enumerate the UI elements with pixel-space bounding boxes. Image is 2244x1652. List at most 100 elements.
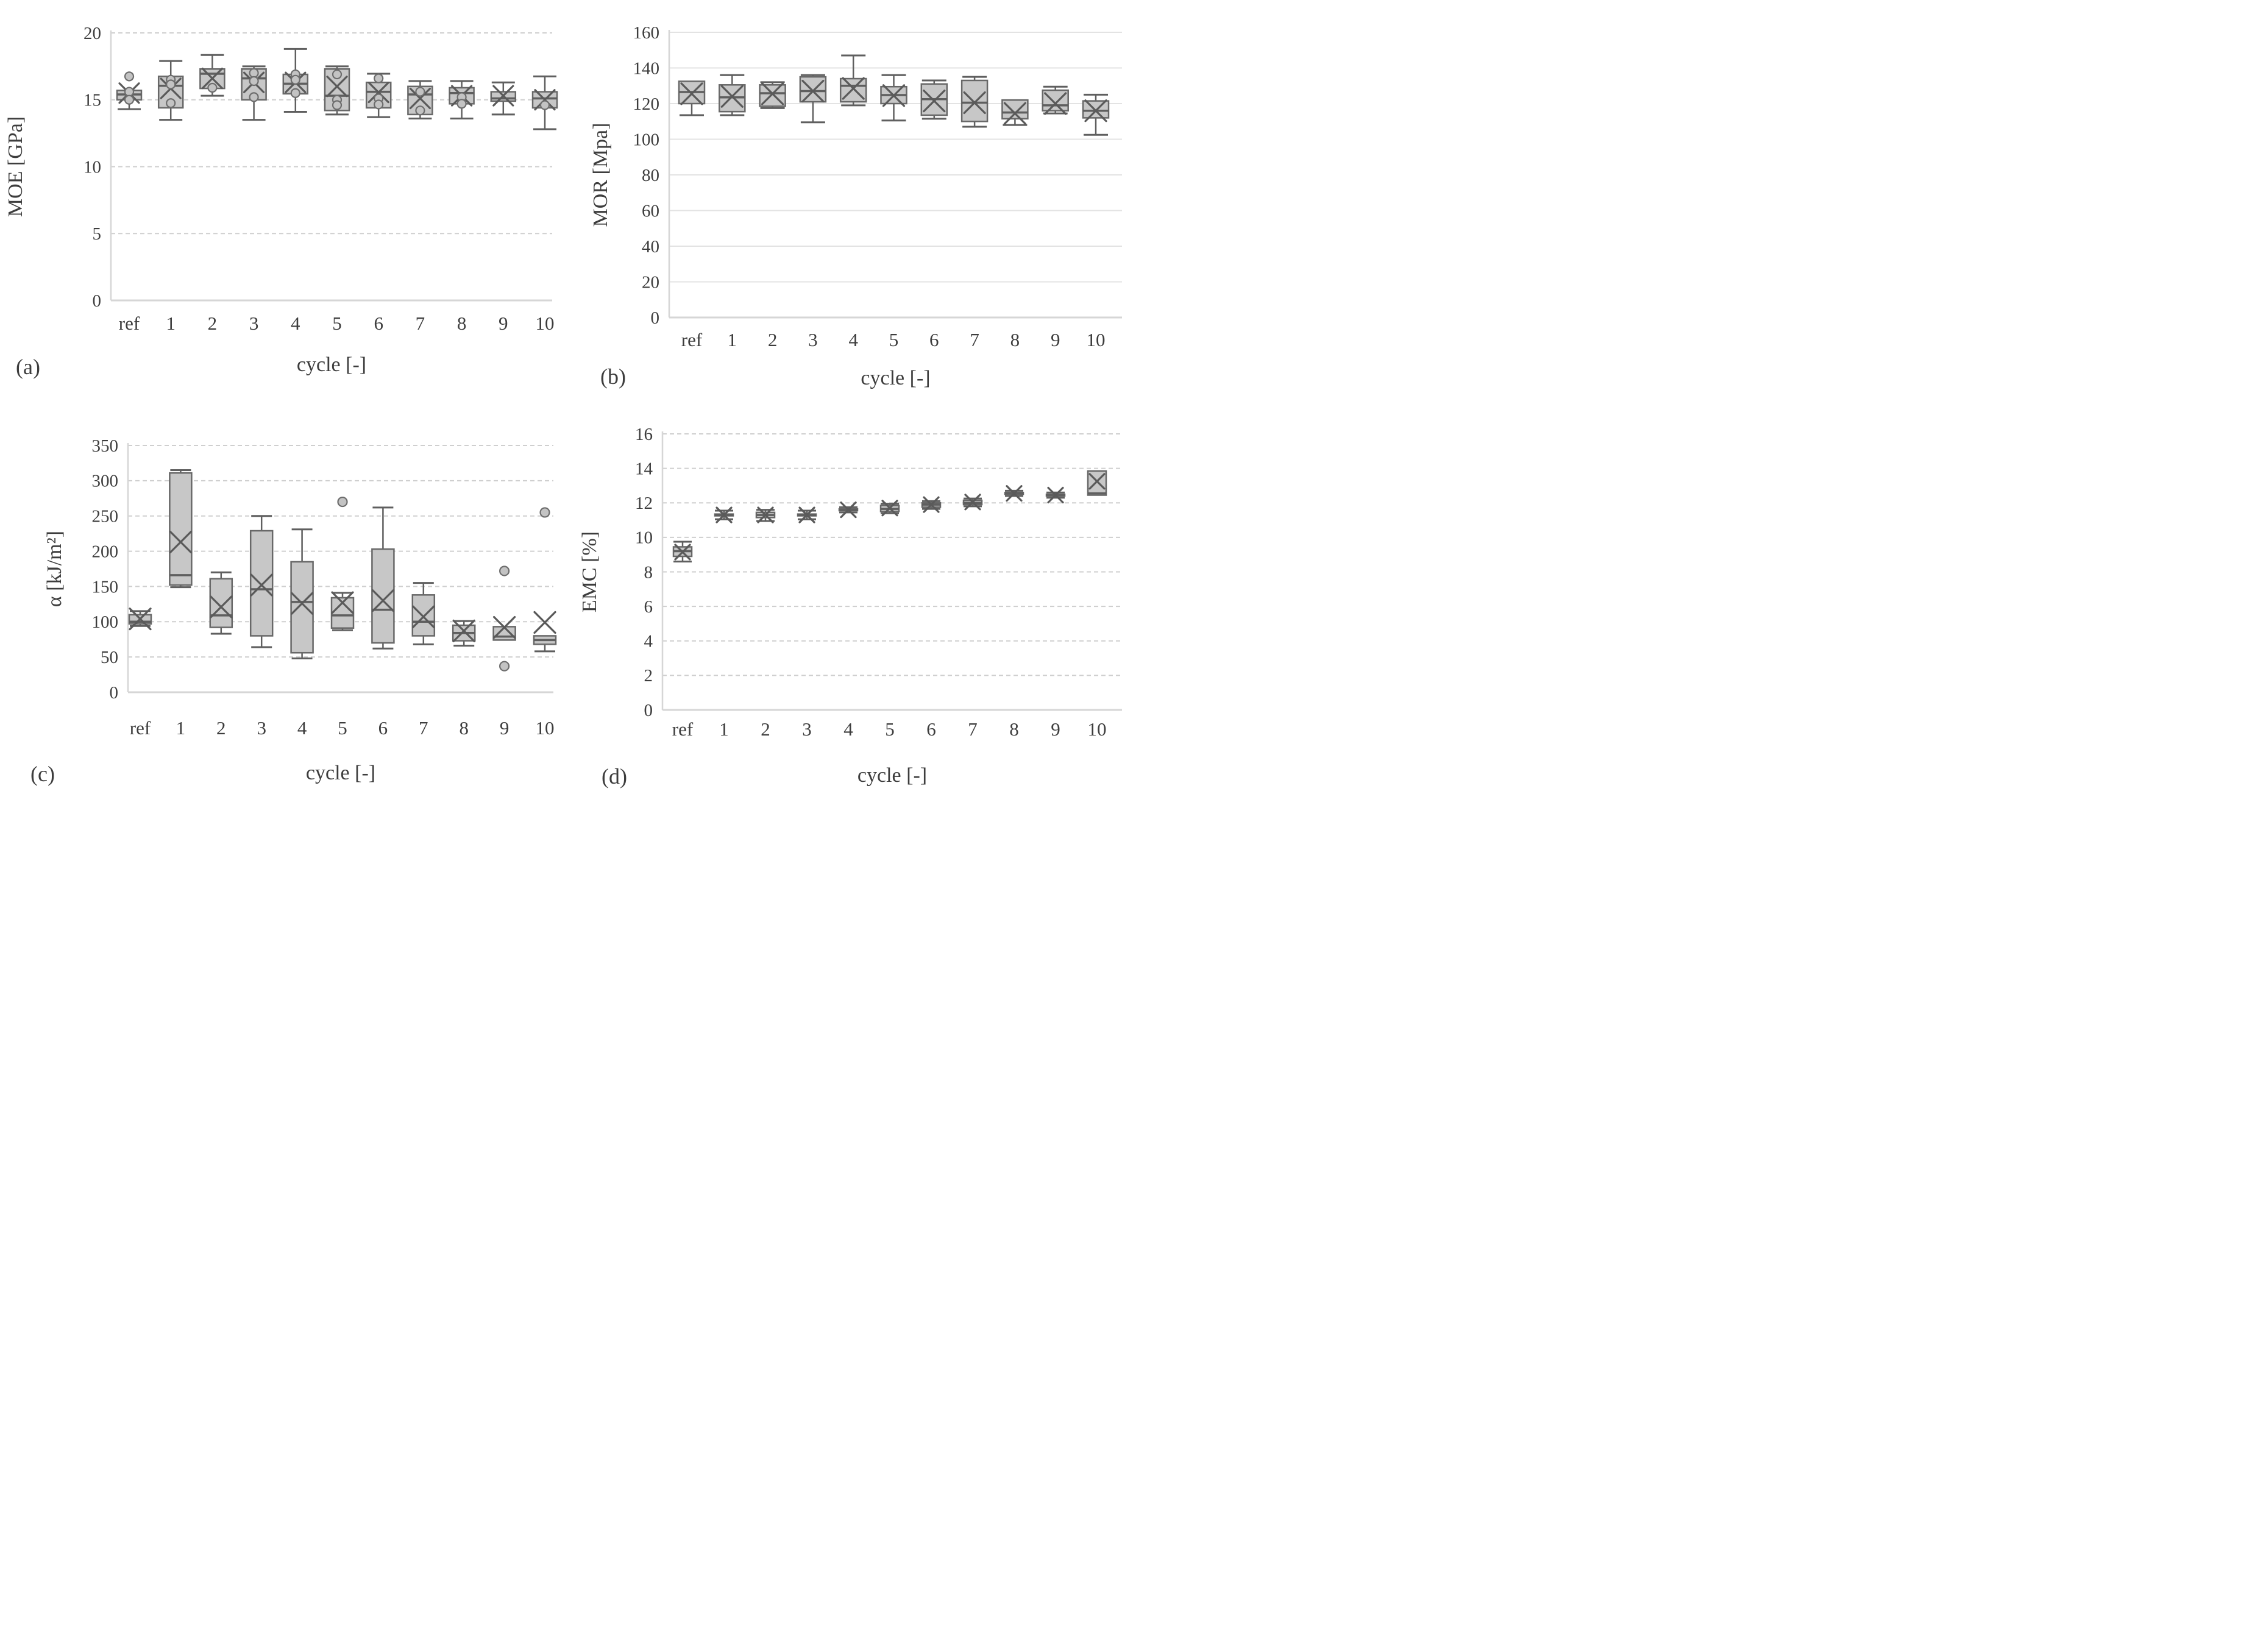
mean-x-marker (842, 77, 865, 100)
xtick-label-c-8: 8 (459, 717, 469, 739)
data-point (415, 105, 425, 116)
ytick-label-d-8: 8 (644, 562, 653, 582)
ytick-label-d-0: 0 (644, 701, 653, 720)
xtick-label-a-9: 9 (499, 313, 508, 334)
box-b-6 (920, 79, 948, 120)
box-d-4 (838, 501, 859, 519)
ytick-label-b-20: 20 (642, 272, 659, 292)
mean-x-marker (757, 506, 774, 523)
mean-x-marker (326, 76, 348, 97)
data-point (374, 73, 384, 83)
y-axis-title-a: MOE [GPa] (4, 116, 27, 217)
data-point (332, 100, 343, 110)
mean-x-marker (882, 84, 906, 107)
xtick-label-d-2: 2 (761, 718, 770, 740)
box-a-ref (116, 71, 143, 110)
ytick-label-b-40: 40 (642, 237, 659, 257)
box-c-9 (492, 565, 516, 672)
mean-x-marker (761, 82, 784, 105)
panel-label-b: (b) (600, 364, 626, 389)
box-d-3 (797, 506, 817, 523)
xtick-label-b-ref: ref (681, 329, 703, 350)
ytick-label-b-160: 160 (633, 23, 660, 43)
mean-x-marker (169, 530, 192, 554)
box-b-9 (1042, 85, 1069, 115)
mean-x-marker (840, 501, 857, 519)
xtick-label-b-8: 8 (1010, 329, 1020, 350)
x-axis-title-d: cycle [-] (857, 764, 927, 787)
mean-x-marker (963, 91, 986, 115)
box-b-10 (1082, 93, 1110, 136)
box-c-7 (411, 582, 436, 645)
xtick-label-d-9: 9 (1051, 718, 1060, 740)
box-c-ref (128, 608, 152, 631)
box-b-3 (799, 74, 827, 124)
box-c-10 (533, 507, 557, 653)
ytick-label-a-20: 20 (83, 24, 101, 43)
mean-x-marker (201, 68, 223, 90)
box-a-6 (365, 73, 392, 118)
box-a-4 (282, 48, 309, 113)
data-point (124, 94, 135, 105)
outlier-point (539, 507, 550, 518)
mean-x-marker (250, 573, 273, 597)
data-point (539, 100, 550, 110)
mean-x-marker (720, 85, 744, 108)
ytick-label-d-6: 6 (644, 597, 653, 617)
box-c-1 (169, 469, 193, 589)
mean-x-marker (680, 82, 703, 105)
xtick-label-d-6: 6 (926, 718, 936, 740)
box-c-8 (452, 619, 476, 647)
xtick-label-c-7: 7 (419, 717, 428, 739)
box-a-7 (407, 80, 433, 119)
xtick-label-b-7: 7 (970, 329, 979, 350)
box-a-1 (157, 60, 184, 121)
box-d-9 (1045, 486, 1066, 504)
mean-x-marker (1044, 92, 1067, 115)
iqr-box (290, 561, 314, 654)
iqr-box (371, 548, 395, 644)
mean-x-marker (492, 85, 514, 107)
mean-x-marker (409, 87, 431, 110)
xtick-label-a-5: 5 (332, 313, 342, 334)
ytick-label-c-0: 0 (110, 683, 119, 703)
mean-x-marker (798, 506, 815, 523)
ytick-label-d-14: 14 (635, 459, 653, 478)
iqr-box (249, 530, 274, 637)
y-axis-title-d: EMC [%] (578, 531, 601, 612)
four-panel-boxplot-figure: 0 5 10 15 20 ref 1 2 3 4 5 6 7 8 9 10 cycle [-] MOE [GPa]… (0, 0, 1122, 826)
ytick-label-d-4: 4 (644, 632, 653, 651)
ytick-label-d-16: 16 (635, 425, 653, 444)
ytick-label-a-5: 5 (93, 224, 102, 244)
data-point (415, 87, 425, 97)
xtick-label-d-4: 4 (843, 718, 853, 740)
iqr-box (1042, 89, 1069, 112)
box-a-3 (241, 65, 267, 121)
mean-x-marker (129, 608, 152, 631)
box-b-5 (880, 74, 907, 122)
data-point (166, 79, 176, 90)
mean-x-marker (881, 500, 898, 517)
data-point (124, 71, 135, 82)
xtick-label-d-8: 8 (1009, 718, 1019, 740)
panel-b: 0 20 40 60 80 100 120 140 160 ref 1 2 3 4 5 6 7 8 9 10 cycle… (561, 0, 1122, 420)
mean-x-marker (923, 496, 940, 513)
mean-x-marker (492, 615, 516, 639)
data-point (249, 68, 259, 78)
mean-x-marker (964, 494, 981, 511)
data-point (374, 99, 384, 110)
mean-x-marker (367, 82, 389, 104)
ytick-label-c-200: 200 (92, 542, 119, 561)
xtick-label-a-4: 4 (291, 313, 300, 334)
xtick-label-b-9: 9 (1051, 329, 1060, 350)
xtick-label-b-4: 4 (848, 329, 858, 350)
xtick-label-a-8: 8 (457, 313, 467, 334)
mean-x-marker (1003, 102, 1027, 125)
box-d-2 (755, 506, 776, 523)
mean-x-marker (210, 595, 233, 619)
ytick-label-b-80: 80 (642, 166, 659, 185)
box-b-ref (678, 80, 706, 116)
box-d-10 (1087, 470, 1107, 496)
ytick-label-c-250: 250 (92, 507, 119, 526)
